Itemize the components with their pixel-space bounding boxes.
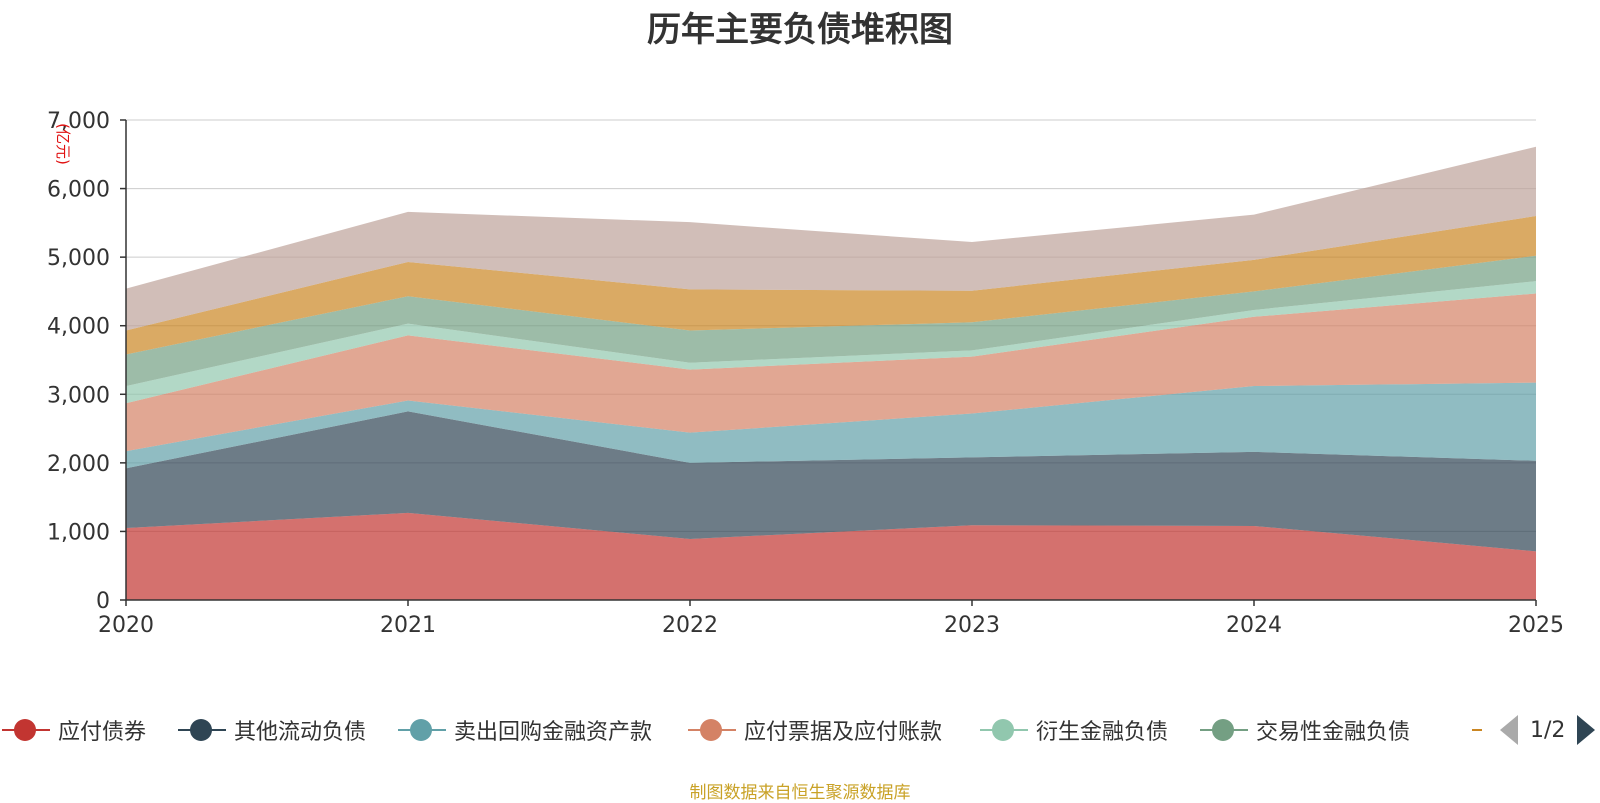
y-tick-label: 1,000 (47, 520, 110, 545)
legend-truncated-swatch (1472, 729, 1482, 731)
x-tick-label: 2024 (1226, 613, 1282, 638)
y-tick-label: 2,000 (47, 452, 110, 477)
y-tick-label: 4,000 (47, 315, 110, 340)
y-tick-label: 5,000 (47, 246, 110, 271)
legend-item-other-current-liabilities[interactable]: 其他流动负债 (176, 712, 366, 748)
legend-item-trading-liabilities[interactable]: 交易性金融负债 (1198, 712, 1410, 748)
legend-swatch (686, 712, 738, 748)
legend-swatch (978, 712, 1030, 748)
legend-swatch (1198, 712, 1250, 748)
legend-label: 交易性金融负债 (1256, 720, 1411, 745)
legend-label: 其他流动负债 (234, 720, 367, 745)
legend-swatch (396, 712, 448, 748)
area-series-0 (126, 512, 1536, 600)
x-tick-label: 2022 (662, 613, 718, 638)
y-tick-label: 7,000 (47, 109, 110, 134)
area-series-3 (126, 293, 1536, 452)
x-tick-label: 2020 (98, 613, 154, 638)
legend-item-bonds-payable[interactable]: 应付债券 (0, 712, 146, 748)
y-tick-label: 3,000 (47, 383, 110, 408)
legend-label: 衍生金融负债 (1036, 720, 1169, 745)
legend-swatch (176, 712, 228, 748)
legend-item-notes-accounts-payable[interactable]: 应付票据及应付账款 (686, 712, 942, 748)
x-tick-label: 2021 (380, 613, 436, 638)
chart-title: 历年主要负债堆积图 (647, 10, 953, 50)
chart-legend: 应付债券 其他流动负债 卖出回购金融资产款 应付票据及应付账款 衍生金融负债 交… (0, 712, 1600, 752)
y-tick-label: 6,000 (47, 178, 110, 203)
y-tick-label: 0 (96, 589, 110, 614)
area-series-1 (126, 411, 1536, 552)
legend-page-indicator: 1/2 (1530, 717, 1566, 743)
axes: 0 1,000 2,000 3,000 4,000 5,000 6,000 7,000 2020… (47, 109, 1564, 638)
y-axis-unit-label: (亿元) (54, 123, 72, 165)
area-series-7 (126, 146, 1536, 331)
source-note: 制图数据来自恒生聚源数据库 (689, 783, 911, 803)
area-series-5 (126, 255, 1536, 387)
legend-swatch (0, 712, 52, 748)
legend-label: 应付票据及应付账款 (744, 720, 943, 745)
area-series-6 (126, 216, 1536, 355)
legend-next-page-icon[interactable] (1577, 715, 1596, 745)
legend-label: 应付债券 (58, 720, 147, 745)
legend-prev-page-icon[interactable] (1500, 715, 1518, 745)
area-series (126, 146, 1536, 600)
legend-pager: 1/2 (1500, 712, 1596, 748)
legend-item-derivative-liabilities[interactable]: 衍生金融负债 (978, 712, 1168, 748)
legend-item-repo-sold[interactable]: 卖出回购金融资产款 (396, 712, 652, 748)
x-tick-label: 2023 (944, 613, 1000, 638)
area-series-2 (126, 382, 1536, 469)
x-tick-label: 2025 (1508, 613, 1564, 638)
legend-label: 卖出回购金融资产款 (454, 720, 653, 745)
